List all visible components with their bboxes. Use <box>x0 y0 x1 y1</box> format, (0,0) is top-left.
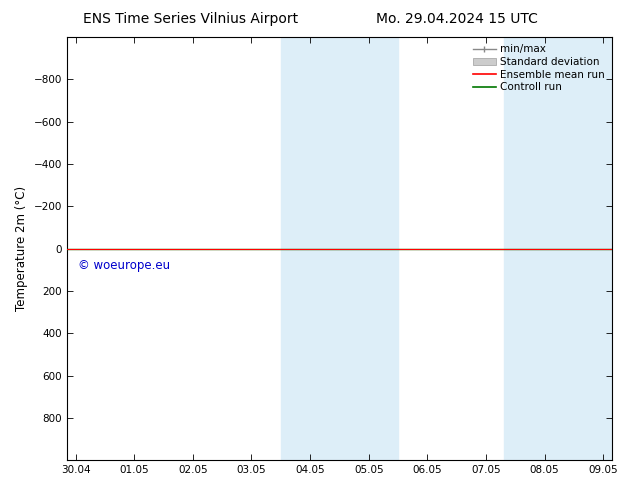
Text: ENS Time Series Vilnius Airport: ENS Time Series Vilnius Airport <box>82 12 298 26</box>
Text: © woeurope.eu: © woeurope.eu <box>78 259 170 272</box>
Bar <box>281 37 398 460</box>
Y-axis label: Temperature 2m (°C): Temperature 2m (°C) <box>15 186 28 311</box>
Text: Mo. 29.04.2024 15 UTC: Mo. 29.04.2024 15 UTC <box>375 12 538 26</box>
Bar <box>503 37 615 460</box>
Legend: min/max, Standard deviation, Ensemble mean run, Controll run: min/max, Standard deviation, Ensemble me… <box>471 42 607 94</box>
